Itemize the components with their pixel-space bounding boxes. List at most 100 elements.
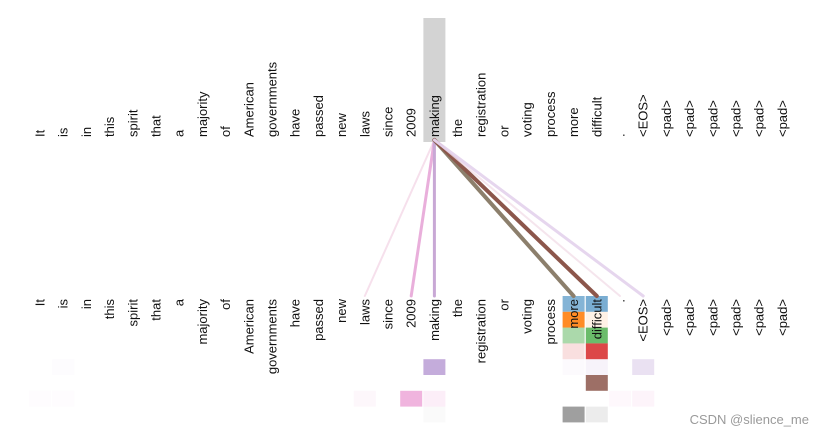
source-token[interactable]: of bbox=[218, 126, 233, 137]
heatmap-cell bbox=[29, 391, 51, 407]
head-attention-heatmap bbox=[29, 296, 655, 423]
target-token[interactable]: American bbox=[241, 299, 256, 354]
target-token[interactable]: . bbox=[613, 299, 628, 303]
heatmap-cell bbox=[423, 359, 446, 375]
source-token[interactable]: new bbox=[334, 113, 349, 137]
source-token[interactable]: laws bbox=[357, 110, 372, 137]
target-token[interactable]: more bbox=[566, 299, 581, 329]
target-token[interactable]: majority bbox=[195, 299, 210, 345]
source-token[interactable]: difficult bbox=[589, 96, 604, 137]
target-token[interactable]: governments bbox=[265, 299, 280, 375]
heatmap-cell bbox=[585, 343, 608, 360]
source-token[interactable]: process bbox=[543, 91, 558, 137]
heatmap-cell bbox=[52, 359, 74, 375]
source-token[interactable]: have bbox=[288, 109, 303, 137]
source-token[interactable]: this bbox=[102, 116, 117, 137]
heatmap-cell bbox=[585, 296, 608, 312]
target-token[interactable]: that bbox=[149, 299, 164, 321]
target-token[interactable]: this bbox=[102, 299, 117, 320]
target-token[interactable]: <EOS> bbox=[636, 299, 651, 342]
source-token[interactable]: <pad> bbox=[729, 100, 744, 137]
source-token-row: It is in this spirit that a majority of American g… bbox=[33, 61, 790, 137]
target-token[interactable]: the bbox=[450, 299, 465, 317]
target-token[interactable]: or bbox=[497, 298, 512, 310]
heatmap-cell bbox=[400, 390, 423, 407]
source-token[interactable]: registration bbox=[473, 73, 488, 137]
target-token[interactable]: new bbox=[334, 298, 349, 322]
selected-token-box bbox=[423, 18, 446, 142]
target-token[interactable]: is bbox=[56, 299, 71, 309]
source-token[interactable]: majority bbox=[195, 91, 210, 137]
target-token[interactable]: <pad> bbox=[682, 299, 697, 336]
source-token[interactable]: the bbox=[450, 119, 465, 137]
source-token[interactable]: since bbox=[381, 107, 396, 137]
source-token[interactable]: making bbox=[427, 95, 442, 137]
source-token[interactable]: voting bbox=[520, 102, 535, 137]
target-token[interactable]: <pad> bbox=[752, 299, 767, 336]
heatmap-cell bbox=[585, 327, 608, 344]
heatmap-cell bbox=[562, 343, 585, 360]
heatmap-cell bbox=[609, 390, 631, 407]
target-token[interactable]: since bbox=[381, 299, 396, 329]
target-token[interactable]: difficult bbox=[589, 299, 604, 340]
target-token[interactable]: <pad> bbox=[775, 299, 790, 336]
source-token[interactable]: passed bbox=[311, 95, 326, 137]
target-token[interactable]: It bbox=[33, 299, 48, 307]
attention-lines bbox=[363, 138, 645, 298]
target-token[interactable]: making bbox=[427, 299, 442, 341]
heatmap-cell bbox=[632, 390, 655, 407]
source-token[interactable]: It bbox=[33, 129, 48, 137]
heatmap-cell bbox=[562, 296, 585, 312]
source-token[interactable]: . bbox=[613, 133, 628, 137]
source-token[interactable]: <pad> bbox=[682, 100, 697, 137]
target-token[interactable]: passed bbox=[311, 299, 326, 341]
source-token[interactable]: in bbox=[79, 127, 94, 137]
heatmap-cell bbox=[585, 375, 608, 391]
source-token[interactable]: American bbox=[241, 82, 256, 137]
target-token[interactable]: <pad> bbox=[705, 299, 720, 336]
source-token[interactable]: governments bbox=[265, 61, 280, 137]
attention-line bbox=[433, 139, 621, 297]
heatmap-cell bbox=[562, 327, 585, 344]
target-token[interactable]: of bbox=[218, 299, 233, 310]
heatmap-cell bbox=[562, 311, 585, 328]
source-token[interactable]: <pad> bbox=[752, 100, 767, 137]
target-token[interactable]: <pad> bbox=[659, 299, 674, 336]
heatmap-cell bbox=[585, 359, 608, 375]
source-token[interactable]: 2009 bbox=[404, 108, 419, 137]
selected-token-highlight bbox=[423, 18, 446, 142]
heatmap-cell bbox=[562, 406, 585, 423]
heatmap-cell bbox=[423, 390, 446, 407]
target-token[interactable]: in bbox=[79, 299, 94, 309]
target-token[interactable]: have bbox=[288, 299, 303, 327]
source-token[interactable]: a bbox=[172, 129, 187, 137]
target-token[interactable]: registration bbox=[473, 299, 488, 363]
heatmap-cell bbox=[585, 406, 608, 423]
target-token-row: It is in this spirit that a majority of American g… bbox=[33, 298, 790, 374]
heatmap-cell bbox=[563, 359, 585, 375]
source-token[interactable]: or bbox=[497, 125, 512, 137]
target-token[interactable]: laws bbox=[357, 299, 372, 326]
target-token[interactable]: 2009 bbox=[404, 299, 419, 328]
attention-line bbox=[432, 138, 576, 298]
attention-line bbox=[363, 139, 436, 297]
watermark: CSDN @slience_me bbox=[689, 412, 809, 427]
source-token[interactable]: <pad> bbox=[705, 100, 720, 137]
source-token[interactable]: that bbox=[149, 115, 164, 137]
heatmap-cell bbox=[353, 390, 376, 407]
target-token[interactable]: spirit bbox=[125, 299, 140, 327]
source-token[interactable]: is bbox=[56, 127, 71, 137]
attention-line bbox=[432, 138, 599, 298]
source-token[interactable]: <EOS> bbox=[636, 94, 651, 137]
source-token[interactable]: <pad> bbox=[775, 100, 790, 137]
target-token[interactable]: process bbox=[543, 299, 558, 345]
target-token[interactable]: <pad> bbox=[729, 299, 744, 336]
target-token[interactable]: a bbox=[172, 298, 187, 306]
attention-line bbox=[409, 138, 436, 298]
source-token[interactable]: spirit bbox=[125, 109, 140, 137]
heatmap-cell bbox=[52, 391, 74, 407]
target-token[interactable]: voting bbox=[520, 299, 535, 334]
source-token[interactable]: <pad> bbox=[659, 100, 674, 137]
source-token[interactable]: more bbox=[566, 107, 581, 137]
